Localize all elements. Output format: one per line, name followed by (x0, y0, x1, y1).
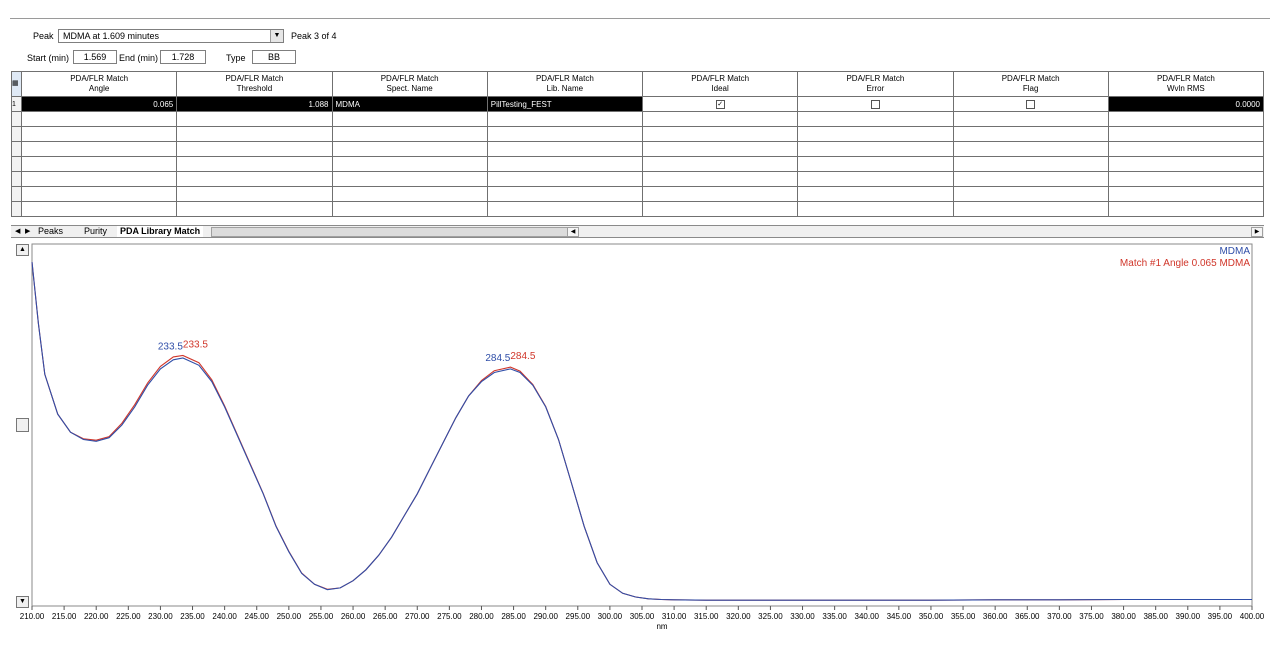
scroll-left-icon[interactable]: ◀ (567, 227, 579, 237)
ideal-checkbox[interactable]: ✓ (715, 99, 725, 109)
col-header-lib-name[interactable]: PDA/FLR Match Lib. Name (486, 71, 644, 97)
x-tick-label: 220.00 (84, 612, 109, 621)
peak-label-sample: 233.5 (158, 341, 183, 352)
col-header-angle[interactable]: PDA/FLR Match Angle (20, 71, 178, 97)
x-tick-label: 340.00 (855, 612, 880, 621)
x-tick-label: 345.00 (887, 612, 912, 621)
peak-label-match: 284.5 (510, 351, 535, 362)
results-grid: ▦ PDA/FLR Match Angle PDA/FLR Match Thresh… (11, 71, 1265, 225)
x-tick-label: 245.00 (245, 612, 270, 621)
table-row[interactable] (11, 186, 1265, 202)
x-tick-label: 270.00 (405, 612, 430, 621)
x-tick-label: 315.00 (694, 612, 719, 621)
start-field[interactable]: 1.569 (73, 50, 117, 64)
header-row: ▦ PDA/FLR Match Angle PDA/FLR Match Thresh… (11, 71, 1265, 97)
col-header-spect-name[interactable]: PDA/FLR Match Spect. Name (331, 71, 488, 97)
x-tick-label: 330.00 (790, 612, 815, 621)
x-tick-label: 365.00 (1015, 612, 1040, 621)
col-header-threshold[interactable]: PDA/FLR Match Threshold (176, 71, 333, 97)
x-tick-label: 280.00 (469, 612, 494, 621)
x-tick-label: 230.00 (148, 612, 173, 621)
series-line-match (31, 262, 1252, 601)
x-tick-label: 235.00 (180, 612, 205, 621)
type-label: Type (226, 53, 246, 63)
scroll-down-icon[interactable]: ▼ (16, 596, 29, 608)
x-tick-label: 350.00 (919, 612, 944, 621)
tab-next-icon[interactable]: ▶ (25, 228, 31, 235)
end-label: End (min) (119, 53, 159, 63)
cell-threshold[interactable]: 1.088 (176, 96, 333, 112)
series-line-mdma (31, 262, 1252, 601)
peak-count: Peak 3 of 4 (291, 31, 337, 41)
x-tick-label: 310.00 (662, 612, 687, 621)
x-tick-label: 380.00 (1111, 612, 1136, 621)
peak-dropdown-value: MDMA at 1.609 minutes (63, 31, 160, 41)
peak-dropdown[interactable]: MDMA at 1.609 minutes ▼ (58, 29, 284, 43)
type-field[interactable]: BB (252, 50, 296, 64)
tab-peaks[interactable]: Peaks (38, 226, 64, 236)
peak-label-match: 233.5 (183, 339, 208, 350)
x-tick-label: 305.00 (630, 612, 655, 621)
plot-vertical-scrollbar[interactable]: ▲ ▼ (16, 244, 29, 608)
scroll-thumb[interactable] (16, 418, 29, 432)
results-table: ▦ PDA/FLR Match Angle PDA/FLR Match Thresh… (11, 71, 1265, 217)
col-header-ideal[interactable]: PDA/FLR Match Ideal (641, 71, 799, 97)
end-field[interactable]: 1.728 (160, 50, 206, 64)
top-separator (10, 18, 1270, 19)
tabs-bar: ◀ ▶ Peaks Purity PDA Library Match ◀ ▶ (11, 225, 1264, 238)
tab-purity[interactable]: Purity (84, 226, 108, 236)
legend-match: Match #1 Angle 0.065 MDMA (1119, 258, 1250, 269)
error-checkbox[interactable] (870, 99, 880, 109)
tab-prev-icon[interactable]: ◀ (15, 228, 21, 235)
x-axis-label: nm (656, 622, 667, 631)
col-header-wvln-rms[interactable]: PDA/FLR Match Wvln RMS (1107, 71, 1265, 97)
col-header-flag[interactable]: PDA/FLR Match Flag (952, 71, 1109, 97)
x-tick-label: 210.00 (20, 612, 45, 621)
x-tick-label: 285.00 (501, 612, 526, 621)
x-tick-label: 385.00 (1143, 612, 1168, 621)
x-tick-label: 320.00 (726, 612, 751, 621)
scroll-up-icon[interactable]: ▲ (16, 244, 29, 256)
x-tick-label: 400.00 (1240, 612, 1265, 621)
tab-pda-library-match[interactable]: PDA Library Match (117, 226, 204, 237)
x-tick-label: 370.00 (1047, 612, 1072, 621)
col-header-error[interactable]: PDA/FLR Match Error (797, 71, 954, 97)
chevron-down-icon[interactable]: ▼ (270, 30, 283, 42)
cell-lib-name[interactable]: PillTesting_FEST (486, 96, 644, 112)
x-tick-label: 290.00 (533, 612, 558, 621)
x-tick-label: 325.00 (758, 612, 783, 621)
table-row[interactable] (11, 126, 1265, 142)
x-tick-label: 375.00 (1079, 612, 1104, 621)
x-tick-label: 260.00 (341, 612, 366, 621)
x-tick-label: 250.00 (277, 612, 302, 621)
scroll-right-icon[interactable]: ▶ (1251, 227, 1263, 237)
x-tick-label: 335.00 (822, 612, 847, 621)
x-tick-label: 395.00 (1208, 612, 1233, 621)
x-tick-label: 255.00 (309, 612, 334, 621)
table-cell[interactable] (1107, 201, 1265, 217)
x-tick-label: 215.00 (52, 612, 77, 621)
x-tick-label: 390.00 (1176, 612, 1201, 621)
x-tick-label: 240.00 (212, 612, 237, 621)
table-row[interactable] (11, 201, 1265, 217)
legend-mdma: MDMA (1219, 246, 1250, 257)
plot-area (31, 243, 1253, 607)
x-tick-label: 275.00 (437, 612, 462, 621)
flag-checkbox[interactable] (1026, 99, 1036, 109)
x-tick-label: 295.00 (566, 612, 591, 621)
peak-label: Peak (33, 31, 54, 41)
cell-spect-name[interactable]: MDMA (331, 96, 488, 112)
x-tick-label: 265.00 (373, 612, 398, 621)
x-tick-label: 360.00 (983, 612, 1008, 621)
x-tick-label: 225.00 (116, 612, 141, 621)
start-label: Start (min) (27, 53, 70, 63)
peak-label-sample: 284.5 (485, 353, 510, 364)
x-tick-label: 355.00 (951, 612, 976, 621)
x-tick-label: 300.00 (598, 612, 623, 621)
